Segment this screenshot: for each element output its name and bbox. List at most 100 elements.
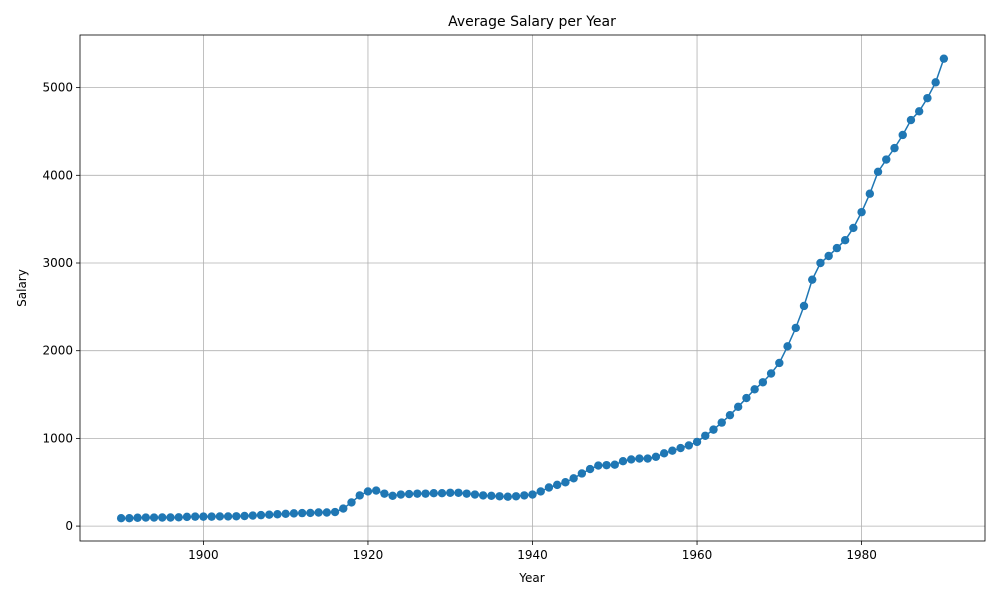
data-point bbox=[873, 167, 883, 176]
data-point bbox=[602, 460, 611, 470]
data-point bbox=[520, 491, 529, 500]
data-point bbox=[446, 488, 455, 497]
data-point bbox=[766, 369, 776, 378]
data-point bbox=[289, 509, 299, 518]
data-point bbox=[799, 301, 809, 311]
data-point bbox=[536, 487, 545, 496]
data-point bbox=[742, 393, 751, 403]
y-axis-title: Salary bbox=[15, 269, 29, 307]
data-point bbox=[643, 454, 652, 463]
data-point bbox=[552, 480, 562, 490]
data-point bbox=[413, 489, 422, 498]
data-point bbox=[190, 512, 200, 521]
data-point bbox=[684, 441, 694, 450]
data-point bbox=[314, 508, 323, 517]
data-point bbox=[914, 107, 924, 116]
data-point bbox=[865, 189, 875, 198]
x-axis-title: Year bbox=[518, 571, 544, 585]
data-point bbox=[174, 513, 183, 522]
data-point bbox=[931, 78, 940, 87]
data-point bbox=[437, 489, 447, 498]
data-point bbox=[207, 512, 216, 521]
data-point bbox=[725, 410, 735, 420]
data-point bbox=[503, 492, 513, 501]
data-point bbox=[808, 275, 817, 284]
data-point bbox=[701, 431, 710, 440]
data-point bbox=[265, 510, 274, 519]
y-tick-label: 5000 bbox=[42, 81, 73, 95]
data-point bbox=[882, 155, 891, 164]
y-tick-label: 0 bbox=[65, 519, 73, 533]
y-tick-label: 2000 bbox=[42, 344, 73, 358]
data-point bbox=[832, 243, 842, 253]
data-point bbox=[824, 251, 833, 261]
data-point bbox=[470, 490, 480, 499]
data-point bbox=[668, 446, 677, 455]
data-point bbox=[478, 491, 488, 500]
x-tick-label: 1940 bbox=[517, 548, 548, 562]
data-point bbox=[388, 491, 397, 501]
data-point bbox=[339, 504, 348, 513]
data-point bbox=[717, 418, 726, 427]
x-tick-label: 1980 bbox=[846, 548, 877, 562]
data-point bbox=[544, 483, 554, 492]
data-point bbox=[890, 143, 899, 153]
data-point bbox=[618, 457, 628, 466]
data-point bbox=[256, 510, 266, 520]
data-point bbox=[610, 460, 619, 469]
data-point bbox=[380, 489, 389, 498]
data-point bbox=[322, 508, 332, 517]
data-point bbox=[635, 454, 644, 463]
data-point bbox=[939, 54, 949, 63]
data-point bbox=[281, 509, 290, 519]
data-point bbox=[733, 402, 743, 412]
x-tick-label: 1920 bbox=[353, 548, 384, 562]
chart-title: Average Salary per Year bbox=[448, 14, 616, 30]
data-point bbox=[651, 452, 661, 462]
y-tick-label: 3000 bbox=[42, 256, 73, 270]
data-point bbox=[758, 378, 768, 387]
data-point bbox=[585, 464, 595, 474]
data-point bbox=[816, 258, 825, 268]
data-point bbox=[454, 488, 463, 497]
data-point bbox=[561, 478, 570, 487]
data-point bbox=[396, 490, 406, 499]
data-point bbox=[750, 385, 759, 394]
data-point bbox=[223, 512, 233, 521]
data-point bbox=[577, 469, 587, 478]
data-point bbox=[429, 489, 438, 498]
data-point bbox=[840, 236, 850, 245]
grid-lines bbox=[80, 35, 985, 541]
data-point bbox=[133, 513, 142, 522]
data-point bbox=[125, 514, 134, 523]
y-tick-label: 4000 bbox=[42, 168, 73, 182]
data-point bbox=[363, 487, 373, 496]
data-point bbox=[421, 489, 430, 498]
y-axis-ticks: 0 1000 2000 3000 4000 5000 bbox=[42, 81, 80, 533]
data-point bbox=[906, 115, 916, 125]
data-point bbox=[775, 358, 784, 368]
data-point bbox=[371, 486, 381, 495]
data-point bbox=[297, 508, 307, 518]
data-point bbox=[487, 491, 496, 501]
data-point bbox=[898, 130, 907, 140]
data-point bbox=[273, 510, 282, 519]
data-point bbox=[158, 513, 167, 522]
data-point bbox=[511, 492, 521, 501]
series-layer bbox=[116, 54, 949, 523]
data-point bbox=[783, 342, 792, 351]
data-point bbox=[849, 223, 858, 233]
data-point bbox=[240, 511, 249, 521]
data-point bbox=[199, 512, 208, 521]
data-point bbox=[347, 498, 356, 507]
data-point bbox=[495, 492, 504, 501]
data-point bbox=[215, 512, 225, 521]
data-point bbox=[182, 512, 192, 522]
data-point bbox=[627, 455, 636, 464]
data-point bbox=[569, 474, 578, 483]
data-point bbox=[676, 443, 685, 453]
data-point bbox=[692, 437, 702, 447]
data-point bbox=[248, 511, 257, 520]
